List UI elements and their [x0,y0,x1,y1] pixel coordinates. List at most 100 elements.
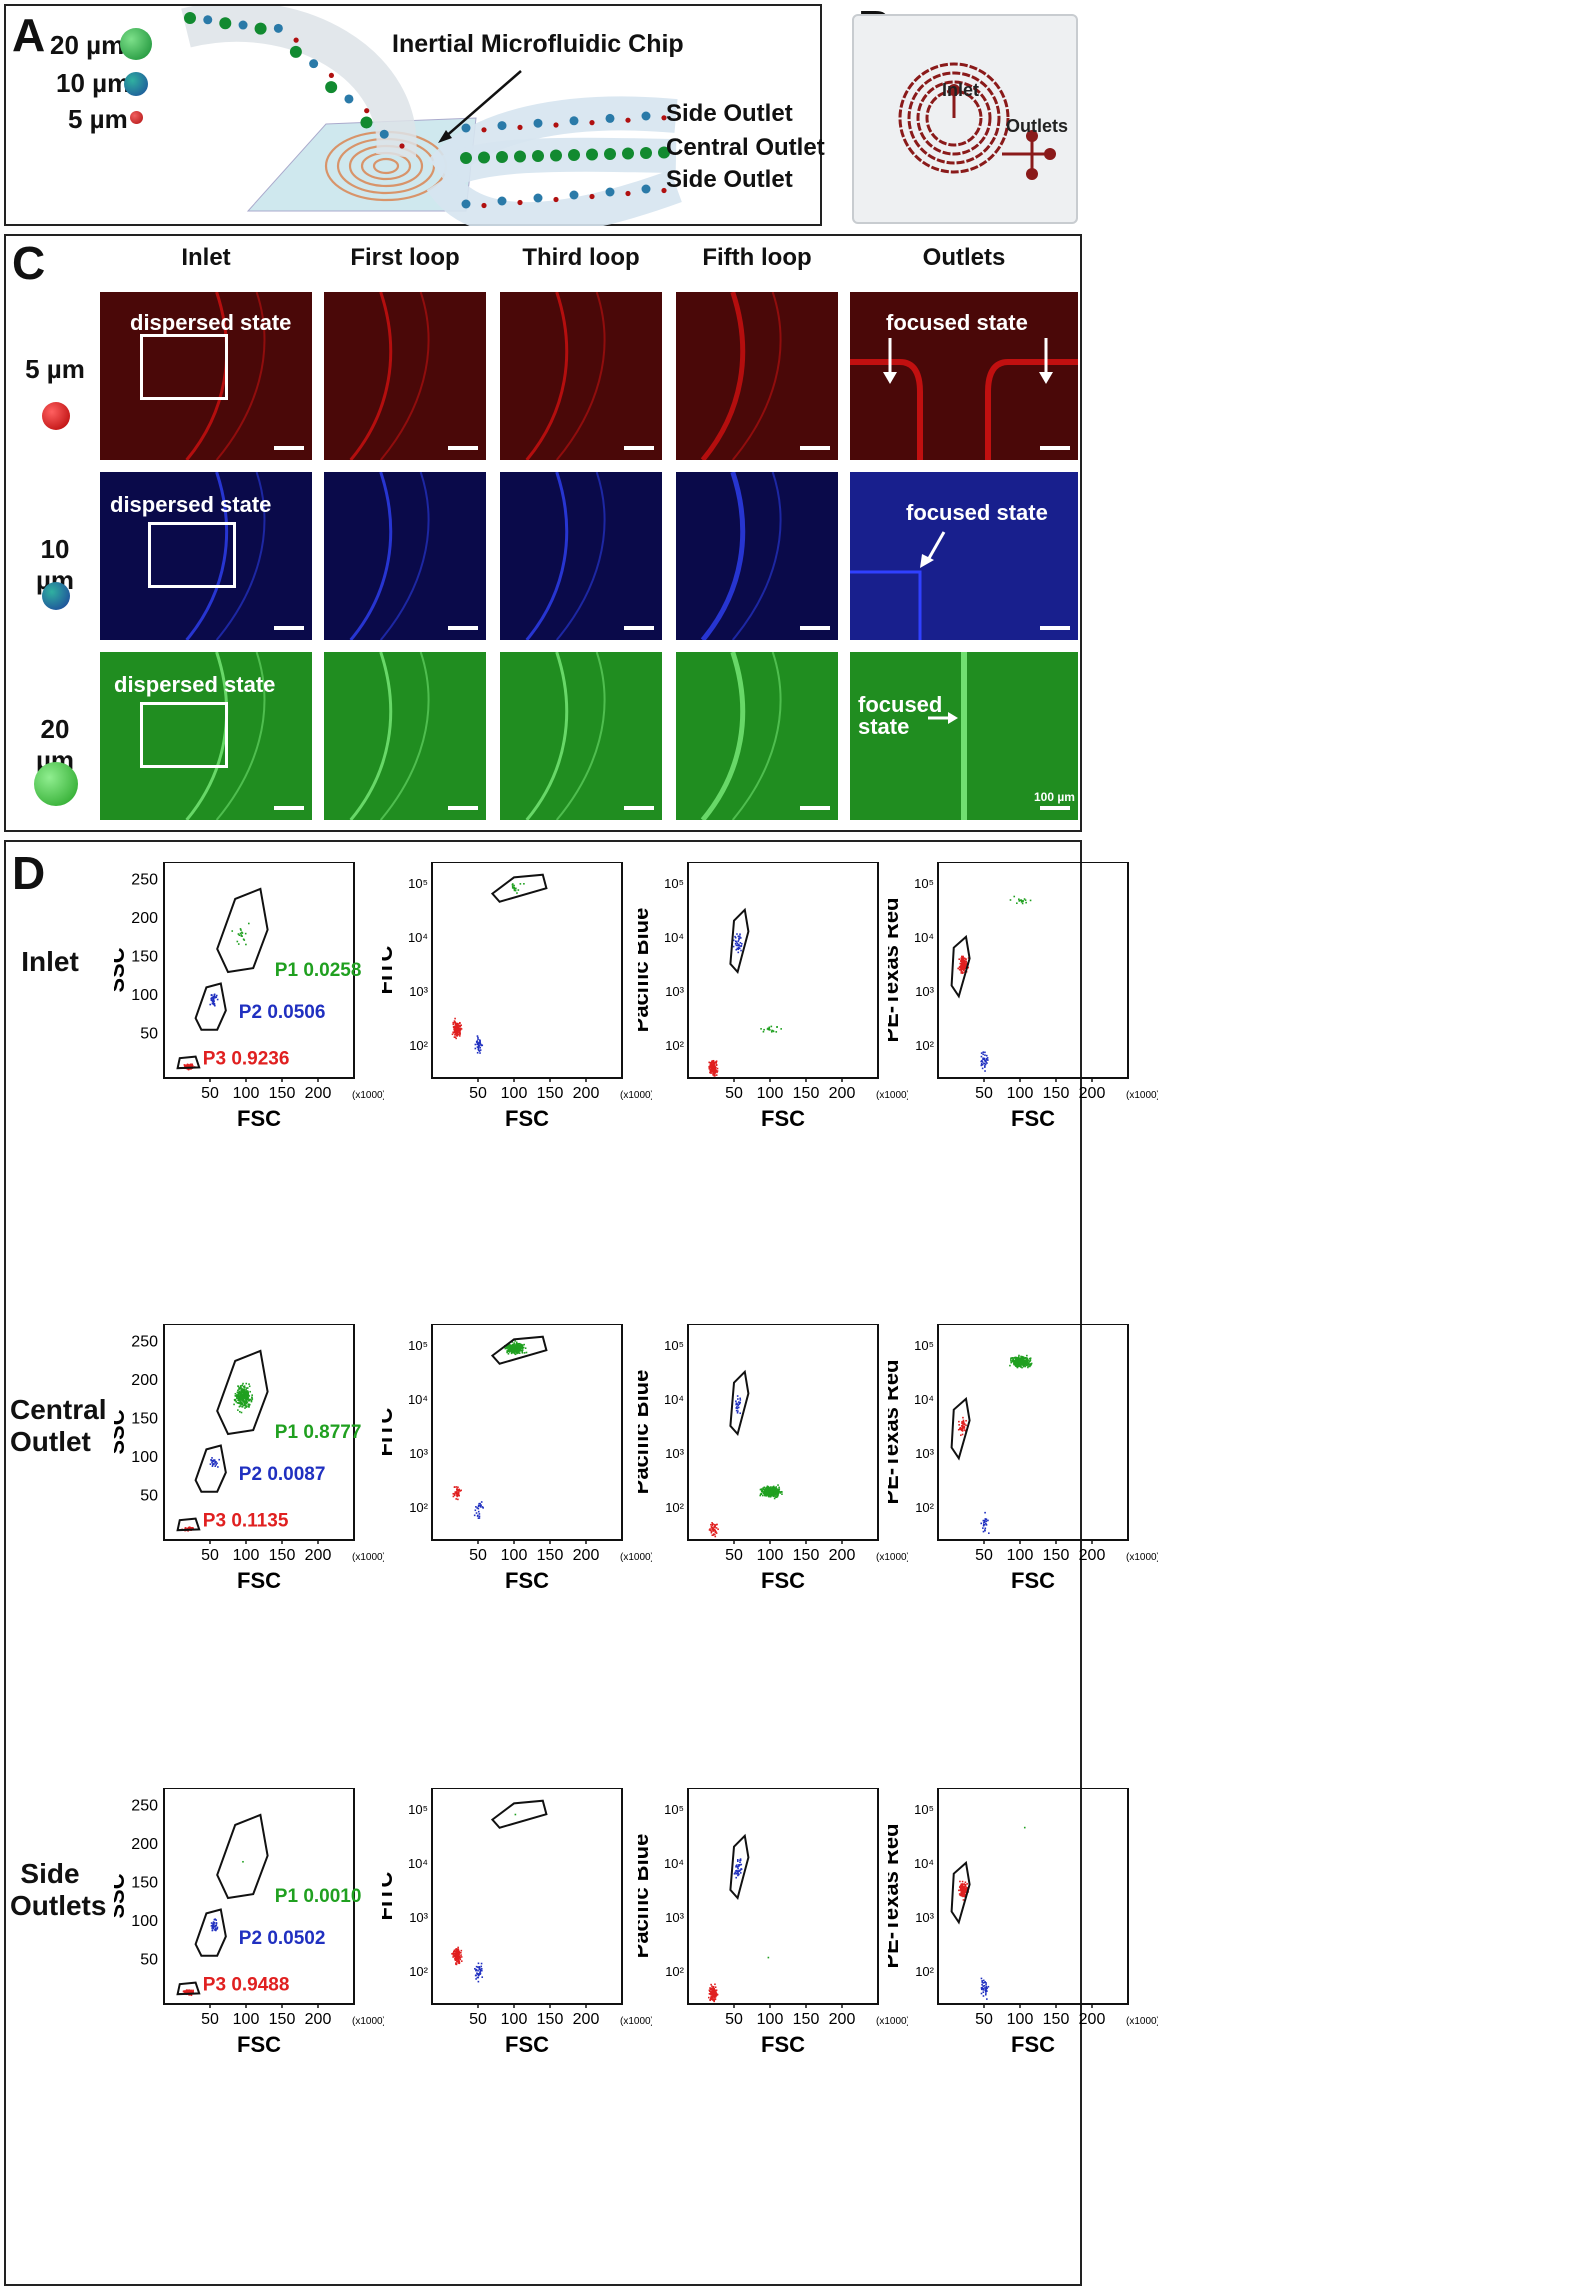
particle [360,116,373,129]
x-axis-label: FSC [237,1106,281,1131]
gate-stat-label: P1 0.0258 [275,960,362,981]
y-tick-label: 10⁵ [408,1802,428,1817]
scatter-plot: 50 100 150 200 (x1000) FSC FITC 10² 10³ 10⁴ 10⁵ [372,1323,654,1620]
x-tick-label: 200 [1079,1085,1106,1102]
dispersed-state-label: dispersed state [110,492,272,517]
y-axis-label: FITC [382,945,397,994]
plot-frame [163,1787,355,2005]
scatter-plot: 50 100 150 200 (x1000) FSC FITC 10² 10³ 10⁴ 10⁵ [372,1787,654,2084]
scale-bar [800,806,830,810]
y-tick-label: 200 [131,1372,158,1389]
y-tick-label: 10³ [665,984,684,999]
panel-a-label: A [12,9,46,61]
plot-frame [937,861,1129,1079]
y-axis-label: Pacific Blue [638,1834,653,1959]
x-tick-label: 200 [305,1085,332,1102]
central-particle [496,151,508,163]
side-particle [553,122,559,128]
bead-10-icon [124,72,148,96]
y-tick-label: 250 [131,1798,158,1815]
x-unit-label: (x1000) [1126,1552,1158,1563]
gate-stat-label: P3 0.9236 [203,1048,290,1069]
scatter-plot: 50 100 150 200 (x1000) FSC Pacific Blue 10² 10³ 1… [628,1323,910,1620]
x-axis-label: FSC [761,1106,805,1131]
x-unit-label: (x1000) [352,1552,384,1563]
x-tick-label: 200 [305,2011,332,2028]
scale-bar [800,626,830,630]
gate-outline [176,1517,201,1532]
side-particle [481,202,487,209]
gate-outline [176,1055,201,1070]
scatter-plot: 50 100 150 200 (x1000) FSC Pacific Blue 10² 10³ 1… [628,861,910,1158]
y-tick-label: 10⁴ [408,1392,428,1407]
central-outlet-label: Central Outlet [666,134,825,161]
y-tick-label: 10³ [915,1910,934,1925]
fluorescence-tile: dispersed state [100,292,312,460]
gate-outline [950,1396,971,1461]
y-axis-label: SSC [114,1873,129,1918]
gate-outline [216,887,269,974]
scale-bar [1040,446,1070,450]
central-particle [586,148,598,161]
x-tick-label: 50 [725,1085,743,1102]
x-tick-label: 100 [757,1085,784,1102]
x-tick-label: 150 [793,1085,820,1102]
y-tick-label: 10² [409,1500,428,1515]
x-tick-label: 50 [725,2011,743,2028]
y-tick-label: 100 [131,1913,158,1930]
panel-d: D Inlet 50 100 150 200 (x1000) FSC SSC 50 100 150 2… [4,840,1160,2286]
particle [238,20,248,30]
side-particle [461,199,471,209]
arrow-icon [883,338,1053,384]
side-particle [625,190,631,197]
y-tick-label: 10³ [915,1446,934,1461]
x-tick-label: 200 [305,1547,332,1564]
x-tick-label: 150 [1043,1547,1070,1564]
side-particle [533,118,543,128]
x-axis-label: FSC [761,1568,805,1593]
gate-stat-label: P2 0.0087 [239,1464,326,1485]
scale-bar [1040,806,1070,810]
y-tick-label: 10⁴ [914,930,934,945]
y-tick-label: 250 [131,872,158,889]
scatter-plot: 50 100 150 200 (x1000) FSC FITC 10² 10³ 10⁴ 10⁵ [372,861,654,1158]
y-tick-label: 200 [131,910,158,927]
particle [325,81,338,94]
fluorescence-tile [500,472,662,640]
y-tick-label: 50 [140,1488,158,1505]
y-tick-label: 10³ [409,1446,428,1461]
x-tick-label: 200 [573,2011,600,2028]
panel-a: A 20 µm 10 µm 5 µm Inertial Microfluidic… [4,4,825,226]
size-label-5: 5 µm [68,104,128,134]
scale-bar [448,806,478,810]
y-tick-label: 10³ [409,984,428,999]
size-label-10: 10 µm [56,68,131,98]
plot-frame [687,861,879,1079]
scatter-plot: 50 100 150 200 (x1000) FSC SSC 50 100 150 200 250 P1… [104,1323,386,1620]
y-tick-label: 10⁴ [664,1856,684,1871]
x-axis-label: FSC [237,2032,281,2057]
y-tick-label: 10² [915,1500,934,1515]
plot-frame [163,861,355,1079]
x-tick-label: 200 [829,2011,856,2028]
scale-bar [1040,626,1070,630]
central-particle [604,148,616,160]
x-tick-label: 150 [269,1547,296,1564]
y-tick-label: 10⁵ [664,1338,684,1353]
x-unit-label: (x1000) [620,2016,652,2027]
x-unit-label: (x1000) [1126,2016,1158,2027]
row-size-label: 5 µm [25,354,85,384]
side-particle [569,190,579,200]
fluorescence-tile: focused state [850,472,1078,640]
panel-c: C Inlet First loop Third loop Fifth loop Out… [4,234,1082,832]
x-axis-label: FSC [505,1568,549,1593]
y-tick-label: 10⁴ [408,1856,428,1871]
x-tick-label: 50 [469,2011,487,2028]
side-outlet-top-label: Side Outlet [666,100,793,127]
central-particle [460,152,472,164]
particle [379,129,389,139]
x-tick-label: 150 [537,2011,564,2028]
arrow-icon [920,531,946,568]
y-tick-label: 250 [131,1334,158,1351]
gate-stat-label: P3 0.9488 [203,1974,290,1995]
